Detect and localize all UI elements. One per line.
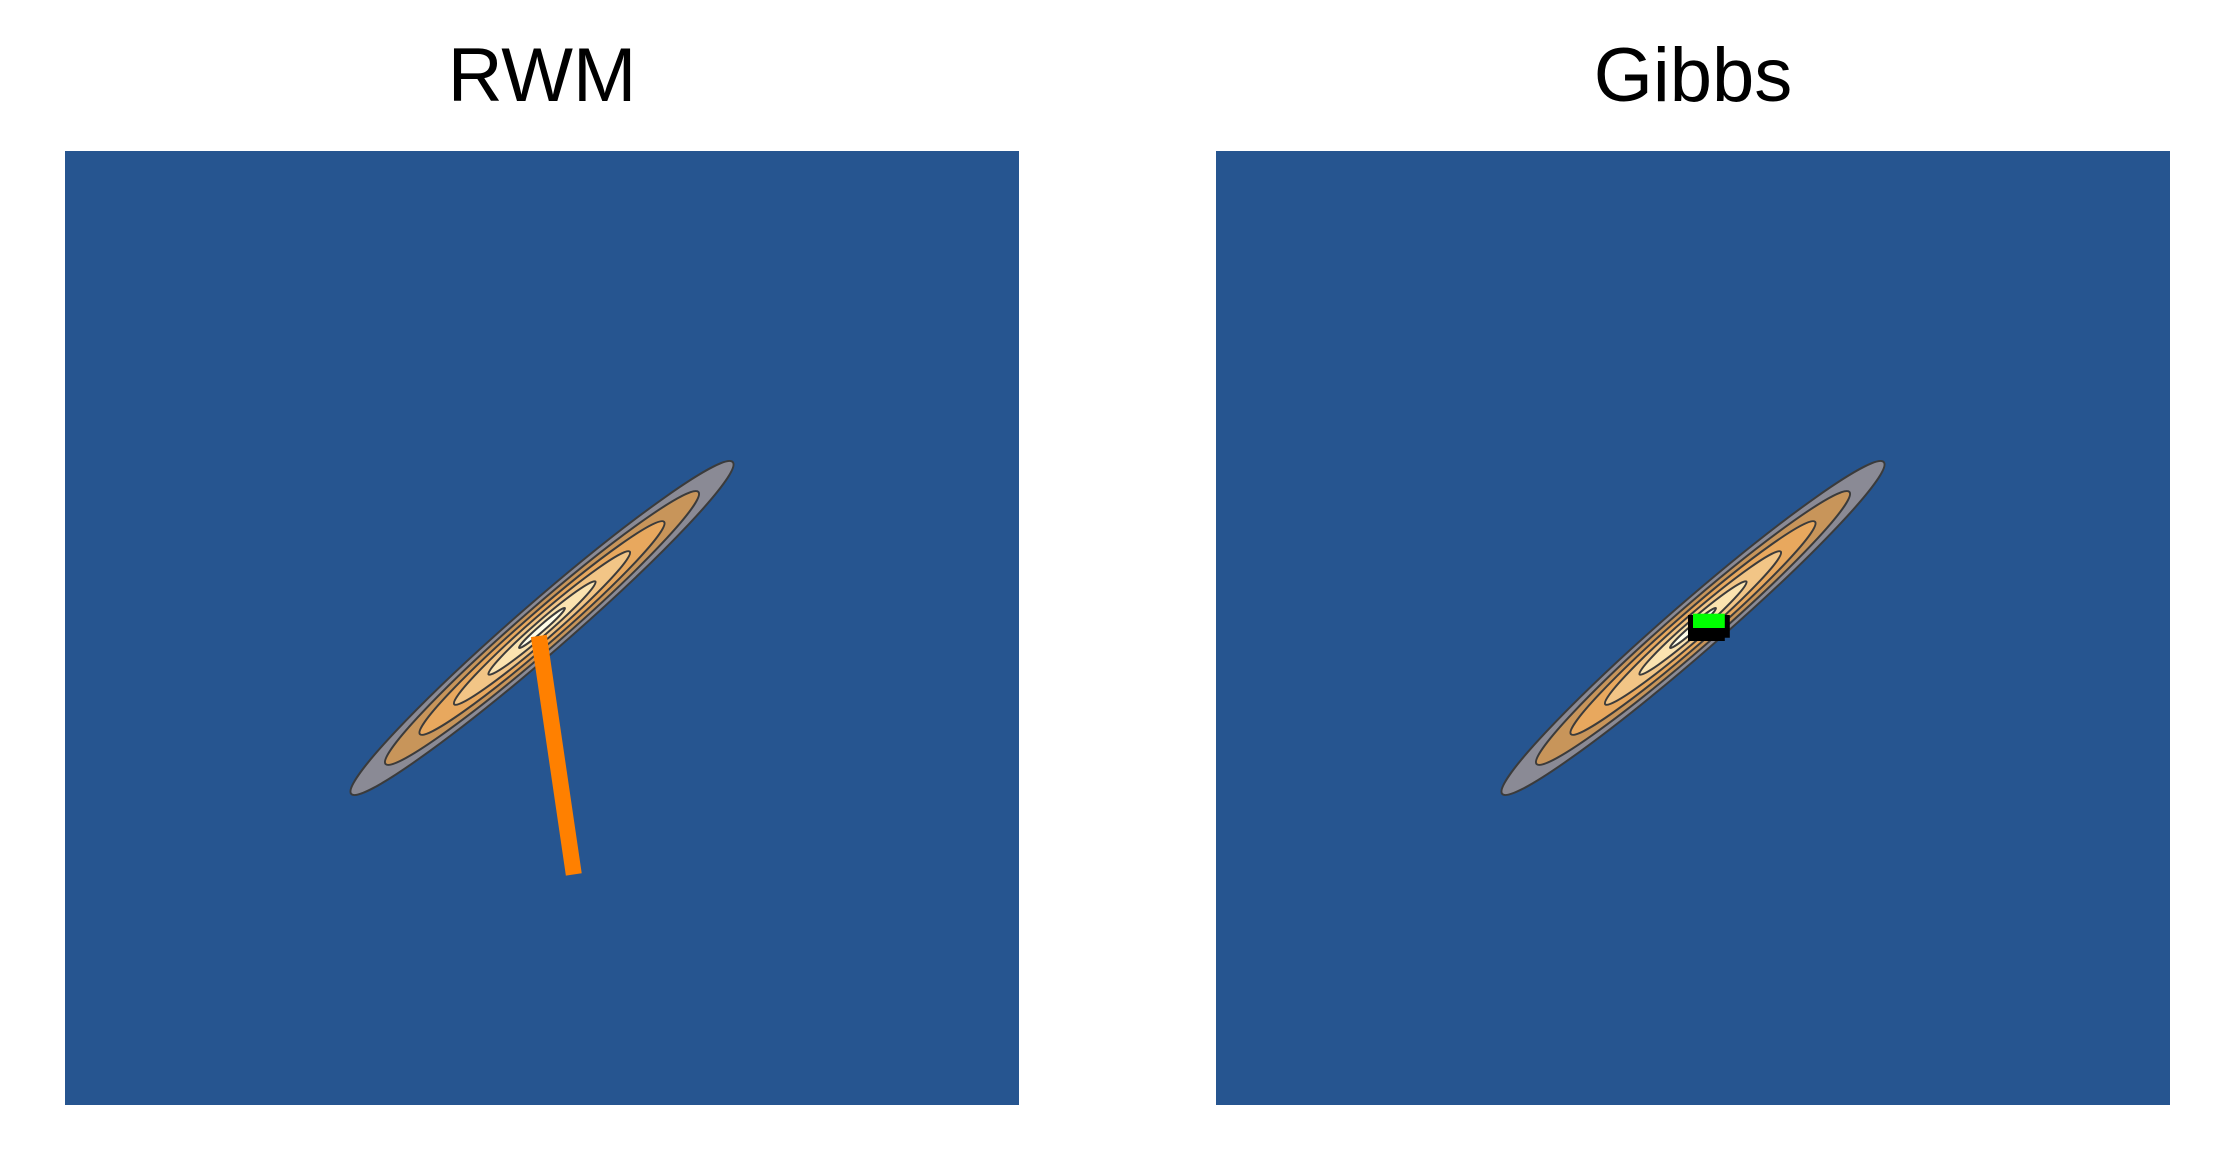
rwm-contour-level-6 [518,606,566,650]
rwm-plot [65,151,1019,1105]
gibbs-plot [1216,151,2170,1105]
panel-title-gibbs: Gibbs [1593,33,1793,118]
gibbs-current-state-marker [1693,613,1725,628]
panel-title-rwm: RWM [447,33,637,118]
rwm-sampler-trace [530,634,582,876]
